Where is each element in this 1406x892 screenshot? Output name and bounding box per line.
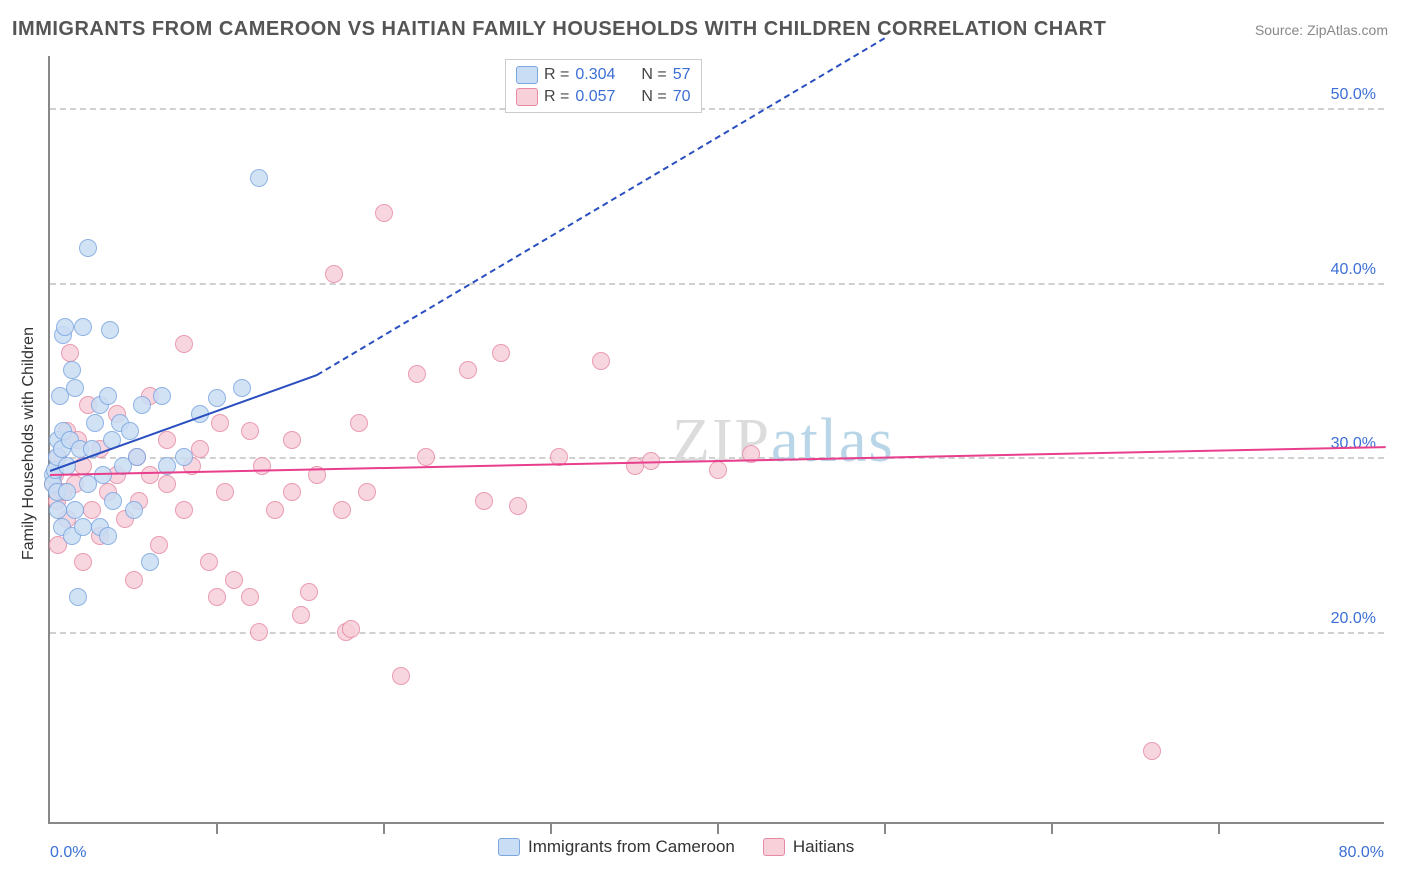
- scatter-point-haitians: [158, 431, 176, 449]
- scatter-point-haitians: [300, 583, 318, 601]
- scatter-point-haitians: [509, 497, 527, 515]
- x-tick-mark: [550, 824, 552, 834]
- scatter-point-haitians: [175, 501, 193, 519]
- scatter-point-haitians: [417, 448, 435, 466]
- legend-row-cameroon: R =0.304N =57: [516, 64, 691, 86]
- watermark: ZIPatlas: [672, 406, 895, 477]
- scatter-point-haitians: [125, 571, 143, 589]
- correlation-legend: R =0.304N =57R =0.057N =70: [505, 59, 702, 113]
- x-axis-max-label: 80.0%: [1339, 844, 1384, 862]
- series-legend: Immigrants from Cameroon Haitians: [498, 837, 854, 857]
- scatter-point-cameroon: [66, 379, 84, 397]
- x-axis-min-label: 0.0%: [50, 844, 86, 862]
- scatter-point-haitians: [225, 571, 243, 589]
- scatter-point-haitians: [283, 483, 301, 501]
- legend-item-cameroon: Immigrants from Cameroon: [498, 837, 735, 857]
- scatter-point-haitians: [211, 414, 229, 432]
- x-tick-mark: [717, 824, 719, 834]
- scatter-point-cameroon: [56, 318, 74, 336]
- scatter-point-haitians: [408, 365, 426, 383]
- scatter-point-cameroon: [49, 501, 67, 519]
- x-tick-mark: [1218, 824, 1220, 834]
- y-tick-label: 50.0%: [1331, 86, 1376, 104]
- scatter-point-haitians: [61, 344, 79, 362]
- scatter-point-haitians: [241, 422, 259, 440]
- x-tick-mark: [216, 824, 218, 834]
- legend-row-haitians: R =0.057N =70: [516, 86, 691, 108]
- scatter-point-cameroon: [128, 448, 146, 466]
- scatter-point-haitians: [74, 553, 92, 571]
- source-label: Source: ZipAtlas.com: [1255, 22, 1388, 38]
- scatter-point-cameroon: [125, 501, 143, 519]
- scatter-point-haitians: [208, 588, 226, 606]
- scatter-point-haitians: [392, 667, 410, 685]
- scatter-point-haitians: [216, 483, 234, 501]
- scatter-point-cameroon: [133, 396, 151, 414]
- y-tick-label: 20.0%: [1331, 610, 1376, 628]
- x-tick-mark: [884, 824, 886, 834]
- scatter-point-cameroon: [99, 387, 117, 405]
- scatter-point-cameroon: [66, 501, 84, 519]
- scatter-point-haitians: [83, 501, 101, 519]
- scatter-point-cameroon: [86, 414, 104, 432]
- scatter-point-haitians: [333, 501, 351, 519]
- scatter-point-cameroon: [141, 553, 159, 571]
- scatter-point-haitians: [241, 588, 259, 606]
- legend-item-haitians: Haitians: [763, 837, 854, 857]
- scatter-point-haitians: [375, 204, 393, 222]
- scatter-point-haitians: [475, 492, 493, 510]
- scatter-point-haitians: [150, 536, 168, 554]
- y-tick-label: 40.0%: [1331, 261, 1376, 279]
- scatter-point-haitians: [158, 475, 176, 493]
- scatter-point-haitians: [283, 431, 301, 449]
- scatter-point-haitians: [253, 457, 271, 475]
- plot-area: 20.0%30.0%40.0%50.0%0.0%80.0%ZIPatlasR =…: [48, 56, 1384, 824]
- scatter-point-cameroon: [104, 492, 122, 510]
- scatter-point-haitians: [358, 483, 376, 501]
- scatter-point-haitians: [492, 344, 510, 362]
- scatter-point-haitians: [325, 265, 343, 283]
- scatter-point-cameroon: [58, 483, 76, 501]
- scatter-point-haitians: [200, 553, 218, 571]
- scatter-point-haitians: [191, 440, 209, 458]
- scatter-point-cameroon: [101, 321, 119, 339]
- scatter-point-cameroon: [79, 239, 97, 257]
- scatter-point-haitians: [709, 461, 727, 479]
- scatter-point-haitians: [626, 457, 644, 475]
- gridline-h: [50, 283, 1384, 285]
- scatter-point-haitians: [292, 606, 310, 624]
- scatter-point-haitians: [266, 501, 284, 519]
- x-tick-mark: [1051, 824, 1053, 834]
- scatter-point-cameroon: [175, 448, 193, 466]
- scatter-point-cameroon: [250, 169, 268, 187]
- scatter-point-haitians: [342, 620, 360, 638]
- scatter-point-cameroon: [233, 379, 251, 397]
- scatter-point-cameroon: [74, 518, 92, 536]
- scatter-point-cameroon: [153, 387, 171, 405]
- scatter-point-cameroon: [74, 318, 92, 336]
- scatter-point-cameroon: [208, 389, 226, 407]
- chart-title: IMMIGRANTS FROM CAMEROON VS HAITIAN FAMI…: [12, 18, 1106, 41]
- scatter-point-haitians: [459, 361, 477, 379]
- y-axis-label: Family Households with Children: [20, 327, 38, 560]
- scatter-point-haitians: [350, 414, 368, 432]
- y-tick-label: 30.0%: [1331, 435, 1376, 453]
- gridline-h: [50, 108, 1384, 110]
- scatter-point-cameroon: [99, 527, 117, 545]
- scatter-point-haitians: [175, 335, 193, 353]
- scatter-point-haitians: [141, 466, 159, 484]
- scatter-point-haitians: [1143, 742, 1161, 760]
- scatter-point-haitians: [250, 623, 268, 641]
- x-tick-mark: [383, 824, 385, 834]
- scatter-point-cameroon: [69, 588, 87, 606]
- scatter-point-haitians: [592, 352, 610, 370]
- scatter-point-cameroon: [63, 361, 81, 379]
